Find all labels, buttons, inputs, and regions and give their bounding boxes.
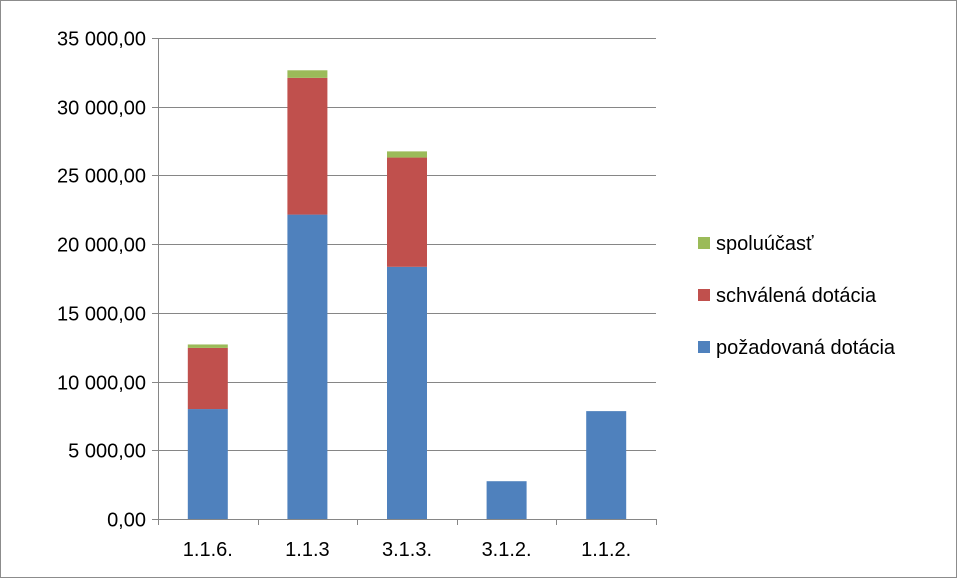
- bar-3-1-3-series-2: [387, 157, 427, 267]
- y-tick-label: 0,00: [107, 510, 146, 532]
- legend-swatch: [698, 289, 710, 301]
- bars: [187, 70, 627, 520]
- x-tick-label: 1.1.3: [285, 539, 329, 561]
- x-tick-label: 3.1.3.: [382, 539, 432, 561]
- legend-label: požadovaná dotácia: [716, 337, 896, 359]
- y-tick-label: 35 000,00: [57, 29, 146, 51]
- legend-label: schválená dotácia: [716, 285, 877, 307]
- bar-1-1-3-series-1: [287, 214, 328, 520]
- bar-3-1-3-series-3: [387, 151, 427, 158]
- x-tick-label: 3.1.2.: [482, 539, 532, 561]
- legend-swatch: [698, 341, 710, 353]
- bar-1-1-6-series-2: [187, 347, 228, 410]
- bar-1-1-3-series-3: [287, 70, 328, 78]
- x-tick-label: 1.1.6.: [183, 539, 233, 561]
- bar-3-1-2-series-1: [486, 481, 527, 519]
- bar-1-1-3-series-2: [287, 77, 328, 215]
- y-tick-label: 10 000,00: [57, 373, 146, 395]
- y-tick-label: 30 000,00: [57, 98, 146, 120]
- y-tick-label: 15 000,00: [57, 304, 146, 326]
- bar-1-1-2-series-1: [586, 411, 627, 519]
- y-tick-label: 20 000,00: [57, 235, 146, 257]
- bar-3-1-3-series-1: [387, 266, 427, 519]
- axes: 0,00 5 000,00 10 000,00 15 000,00 20 000,00 2…: [57, 29, 657, 561]
- legend: spoluúčasť schválená dotácia požadovaná do…: [698, 233, 896, 359]
- legend-label: spoluúčasť: [716, 233, 814, 255]
- bar-1-1-6-series-1: [187, 409, 228, 519]
- x-tick-label: 1.1.2.: [581, 539, 631, 561]
- legend-swatch: [698, 237, 710, 249]
- y-tick-label: 5 000,00: [68, 441, 146, 463]
- bar-1-1-6-series-3: [187, 344, 228, 348]
- y-tick-label: 25 000,00: [57, 166, 146, 188]
